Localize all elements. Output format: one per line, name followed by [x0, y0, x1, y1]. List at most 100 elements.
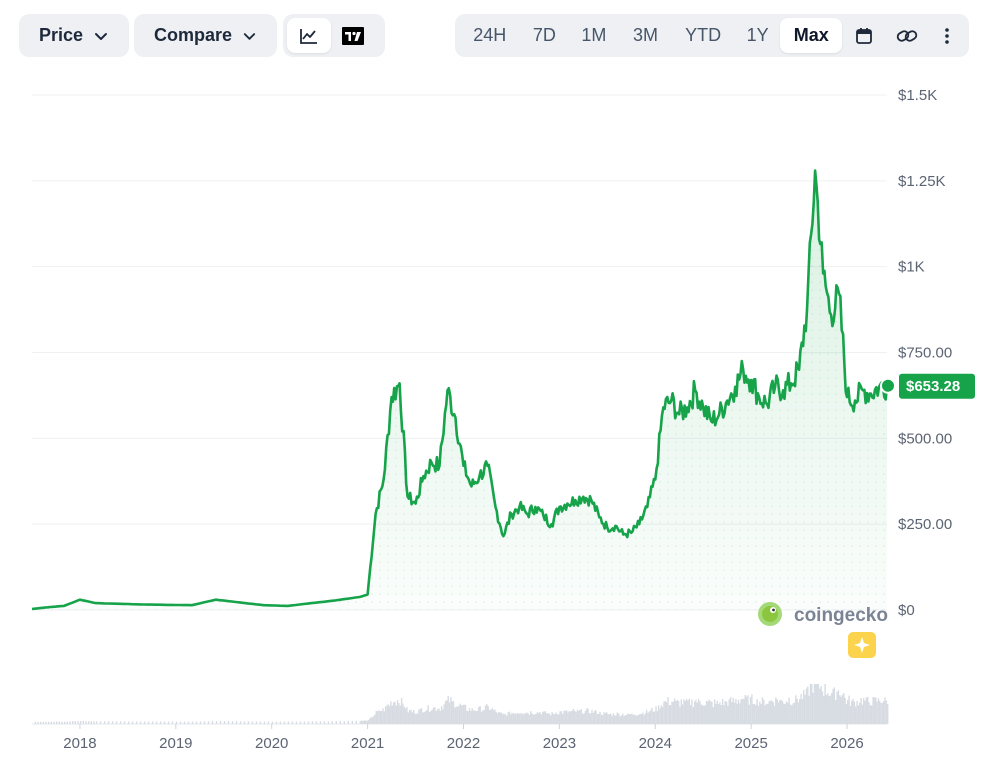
x-tick-label: 2024: [639, 735, 672, 752]
volume-bar: [552, 713, 555, 724]
volume-bar: [439, 710, 441, 724]
volume-bar: [843, 693, 845, 724]
volume-bar: [143, 721, 146, 724]
volume-bar: [428, 711, 431, 724]
range-max-button[interactable]: Max: [780, 18, 842, 53]
volume-bar: [771, 700, 773, 724]
volume-bar: [642, 712, 644, 724]
volume-bar: [651, 707, 653, 724]
volume-bar: [579, 709, 581, 724]
volume-bar: [410, 709, 412, 724]
volume-bar: [195, 721, 198, 724]
volume-bar: [741, 698, 744, 724]
volume-bar: [311, 721, 314, 724]
volume-bar: [675, 700, 677, 724]
volume-bar: [813, 684, 816, 724]
volume-bar: [668, 705, 670, 724]
volume-bar: [717, 704, 720, 724]
price-dropdown[interactable]: Price: [19, 14, 129, 57]
x-tick-label: 2021: [351, 735, 384, 752]
range-1m-button[interactable]: 1M: [581, 25, 607, 45]
volume-bar: [692, 707, 694, 724]
volume-bar: [780, 699, 782, 724]
volume-bar: [639, 714, 641, 724]
current-price-label: $653.28: [906, 378, 960, 395]
volume-bar: [72, 721, 74, 724]
volume-bar: [793, 702, 796, 724]
share-link-button[interactable]: [886, 18, 930, 53]
volume-bar: [825, 694, 828, 724]
volume-bar: [725, 701, 728, 724]
volume-bar: [643, 715, 645, 724]
volume-bar: [879, 700, 881, 724]
volume-bar: [803, 690, 805, 724]
volume-bar: [701, 705, 704, 724]
volume-bar: [343, 721, 345, 724]
range-ytd-button[interactable]: YTD: [685, 25, 722, 45]
volume-bar: [672, 701, 674, 724]
volume-bar: [819, 688, 821, 724]
volume-bar: [550, 715, 552, 724]
volume-bar: [638, 714, 640, 724]
volume-bar: [570, 711, 572, 724]
compare-dropdown[interactable]: Compare: [134, 14, 277, 57]
volume-bar: [728, 699, 730, 724]
volume-bar: [739, 703, 741, 724]
chart-view-toggle: [283, 14, 385, 57]
volume-bar: [695, 699, 697, 724]
range-7d-button[interactable]: 7D: [532, 25, 556, 45]
current-price-dot: [880, 377, 896, 394]
more-options-button[interactable]: [929, 18, 965, 53]
volume-bar: [562, 713, 564, 724]
volume-bar: [598, 713, 600, 724]
volume-bar: [768, 701, 770, 724]
volume-bar: [347, 720, 349, 724]
range-24h-button[interactable]: 24H: [473, 25, 507, 45]
volume-bar: [773, 705, 776, 724]
volume-bar: [816, 684, 818, 724]
date-range-button[interactable]: [842, 18, 886, 53]
line-chart-view-button[interactable]: [287, 18, 331, 53]
x-tick-label: 2025: [734, 735, 767, 752]
link-icon: [897, 29, 918, 42]
volume-bar: [618, 713, 620, 724]
volume-bar: [679, 706, 681, 724]
volume-bar: [859, 702, 861, 724]
volume-bar: [283, 721, 286, 724]
volume-bar: [594, 710, 596, 724]
volume-bar: [863, 698, 865, 724]
volume-bar: [563, 710, 565, 724]
volume-bar: [547, 713, 549, 724]
volume-bar: [34, 721, 37, 724]
volume-bar: [327, 721, 330, 724]
volume-bar: [375, 710, 377, 724]
volume-bar: [821, 691, 824, 724]
volume-bar: [845, 704, 848, 724]
volume-bar: [869, 705, 872, 724]
volume-bar: [716, 700, 718, 724]
volume-bar: [331, 721, 333, 724]
volume-bar: [753, 703, 756, 724]
volume-bar: [691, 699, 693, 724]
tradingview-view-button[interactable]: [331, 18, 375, 53]
price-chart[interactable]: $0 $250.00 $500.00 $750.00 $1K $1.25K $1.5K 20…: [0, 70, 995, 761]
volume-bar: [872, 697, 874, 724]
volume-bar: [855, 706, 857, 724]
volume-bar: [412, 709, 415, 724]
volume-bar: [402, 703, 404, 724]
volume-bar: [366, 720, 368, 724]
volume-bar: [456, 706, 459, 724]
volume-bar: [463, 704, 465, 724]
volume-bar: [799, 699, 801, 724]
volume-bar: [747, 695, 749, 724]
volume-bar: [398, 703, 400, 724]
volume-bar: [438, 708, 440, 724]
y-tick-label: $500.00: [898, 430, 952, 447]
range-3m-button[interactable]: 3M: [633, 25, 659, 45]
volume-bars: [34, 684, 889, 724]
volume-bar: [490, 709, 492, 724]
volume-bar: [709, 701, 712, 724]
volume-bar: [508, 711, 511, 724]
range-1y-button[interactable]: 1Y: [746, 25, 769, 45]
current-price-marker: $653.28: [880, 373, 975, 399]
